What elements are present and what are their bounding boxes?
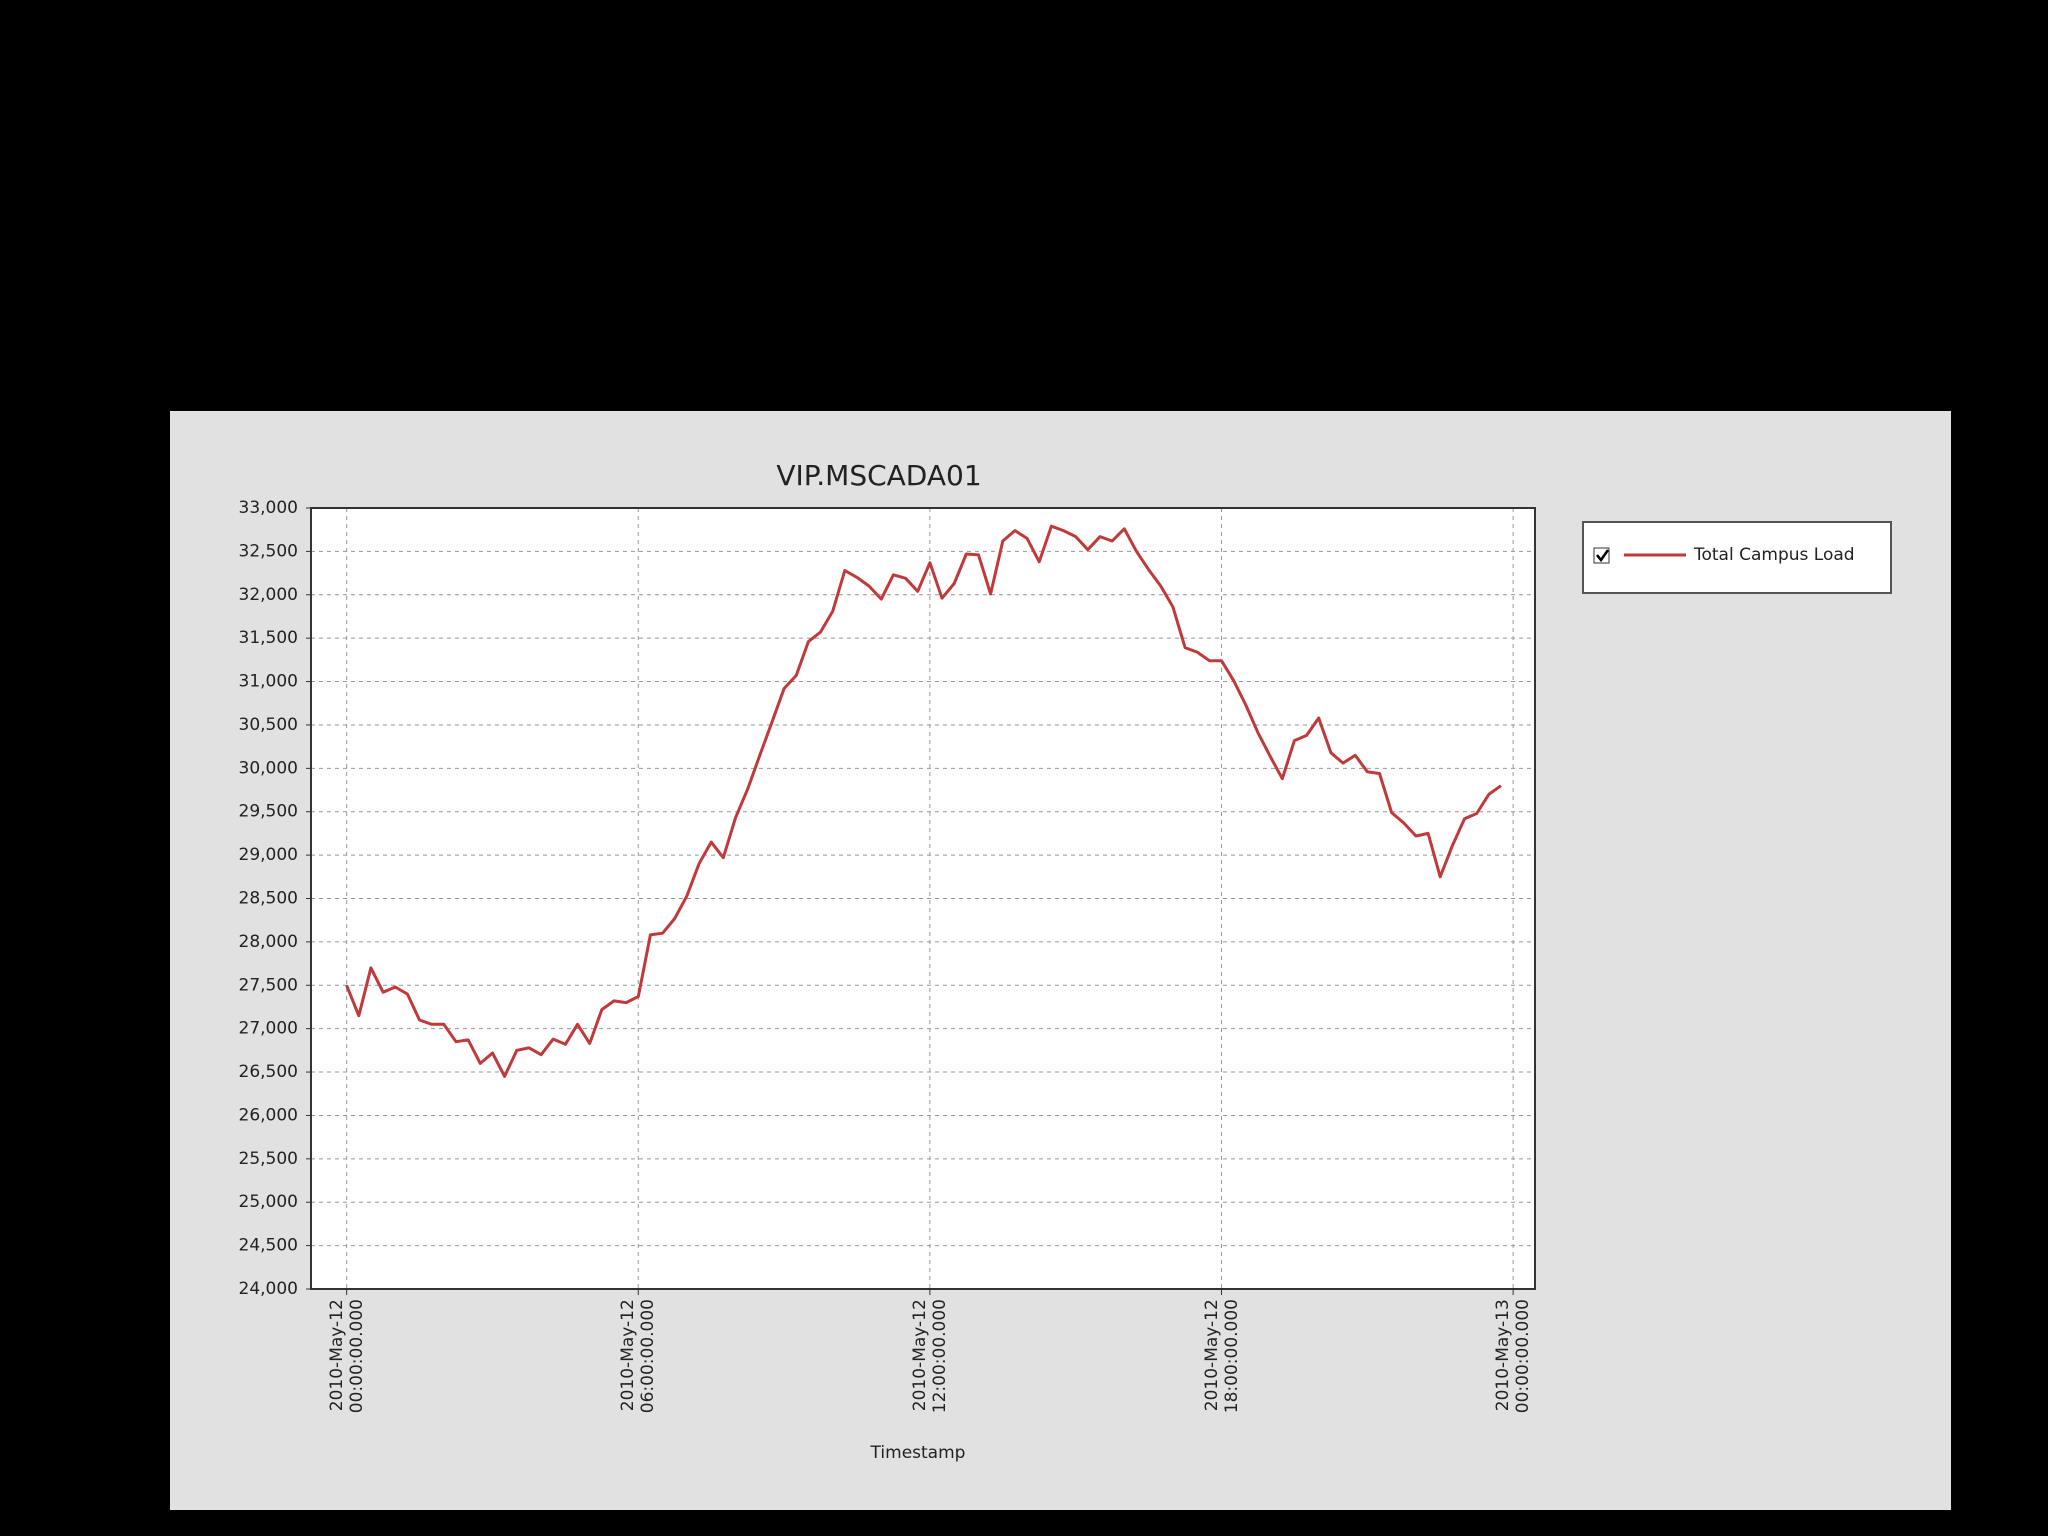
y-tick-label: 29,500 [239,802,298,822]
y-tick-label: 26,000 [239,1105,298,1125]
y-tick-label: 26,500 [239,1062,298,1082]
y-tick-label: 32,000 [239,585,298,605]
y-tick-label: 25,000 [239,1192,298,1212]
y-tick-label: 25,500 [239,1149,298,1169]
x-tick-label: 2010-May-13 00:00:00.000 [1493,1299,1534,1414]
legend-box [1582,521,1892,594]
y-tick-label: 31,500 [239,628,298,648]
y-tick-label: 28,500 [239,889,298,909]
data-line [345,524,1502,1078]
x-tick-label: 2010-May-12 00:00:00.000 [326,1299,367,1414]
legend-label: Total Campus Load [1693,545,1855,565]
y-tick-label: 24,500 [239,1236,298,1256]
y-tick-label: 31,000 [239,672,298,692]
y-tick-label: 33,000 [239,498,298,518]
x-tick-label: 2010-May-12 18:00:00.000 [1201,1299,1242,1414]
x-axis-label: Timestamp [870,1443,966,1463]
legend [1582,521,1892,594]
checkmark [1596,549,1610,563]
y-tick-label: 27,000 [239,1019,298,1039]
y-tick-label: 24,000 [239,1279,298,1299]
x-tick-label: 2010-May-12 06:00:00.000 [618,1299,659,1414]
y-tick-label: 29,000 [239,845,298,865]
chart-title: VIP.MSCADA01 [776,459,981,492]
plot-border [310,507,1536,1290]
y-tick-label: 32,500 [239,541,298,561]
y-tick-label: 28,000 [239,932,298,952]
y-tick-label: 30,000 [239,758,298,778]
y-tick-label: 30,500 [239,715,298,735]
y-tick-label: 27,500 [239,975,298,995]
x-tick-label: 2010-May-12 12:00:00.000 [909,1299,950,1414]
